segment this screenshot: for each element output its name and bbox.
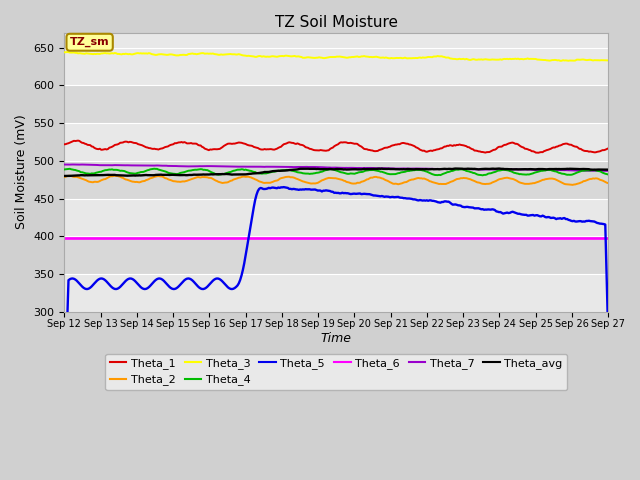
Legend: Theta_1, Theta_2, Theta_3, Theta_4, Theta_5, Theta_6, Theta_7, Theta_avg: Theta_1, Theta_2, Theta_3, Theta_4, Thet… bbox=[106, 354, 567, 390]
X-axis label: Time: Time bbox=[321, 332, 352, 345]
Bar bbox=[65, 48, 608, 85]
Text: TZ_sm: TZ_sm bbox=[70, 37, 109, 48]
Bar bbox=[65, 161, 608, 199]
Bar bbox=[65, 199, 608, 236]
Bar bbox=[65, 85, 608, 123]
Title: TZ Soil Moisture: TZ Soil Moisture bbox=[275, 15, 397, 30]
Bar bbox=[65, 274, 608, 312]
Y-axis label: Soil Moisture (mV): Soil Moisture (mV) bbox=[15, 115, 28, 229]
Bar bbox=[65, 236, 608, 274]
Bar bbox=[65, 123, 608, 161]
